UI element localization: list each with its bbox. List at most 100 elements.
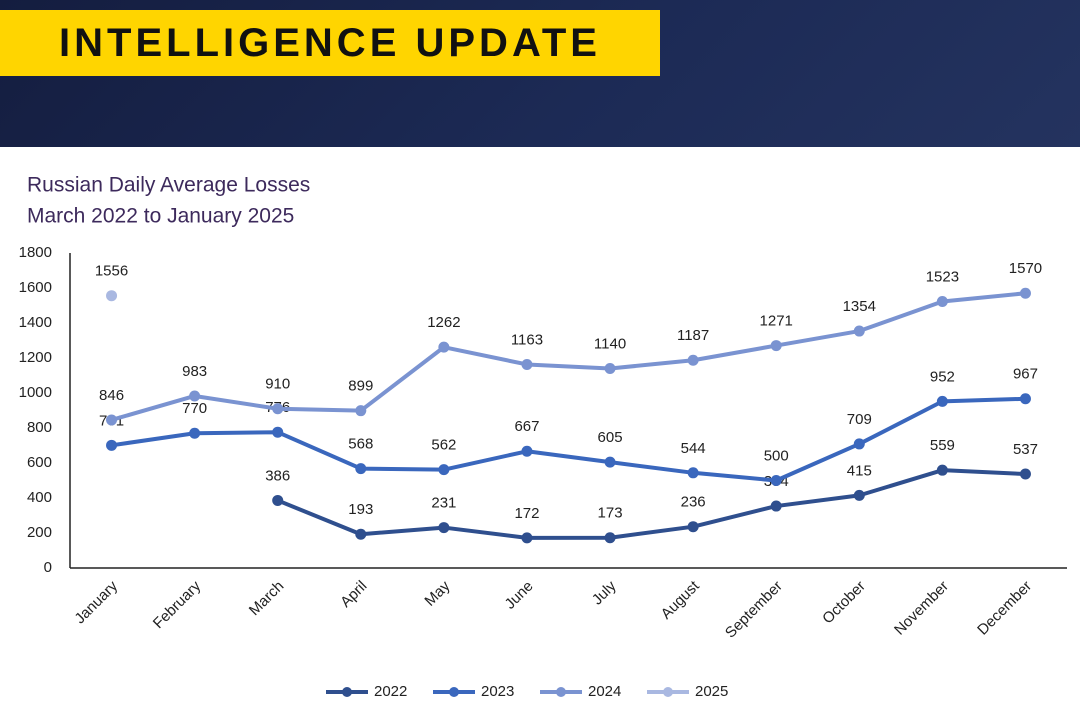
data-point <box>687 467 699 479</box>
data-point <box>1019 393 1031 405</box>
data-label: 846 <box>99 387 124 404</box>
header-title: INTELLIGENCE UPDATE <box>59 20 601 65</box>
x-tick-label: February <box>150 577 205 632</box>
banner: INTELLIGENCE UPDATE <box>0 10 660 76</box>
data-point <box>521 358 533 370</box>
data-label: 568 <box>348 436 373 453</box>
x-tick-label: January <box>71 577 121 627</box>
data-label: 1556 <box>95 263 128 280</box>
x-tick-label: September <box>722 578 786 642</box>
legend-marker <box>449 687 459 697</box>
y-tick-label: 200 <box>27 524 52 541</box>
data-label: 1271 <box>760 313 793 330</box>
y-tick-label: 1000 <box>19 384 52 401</box>
data-label: 709 <box>847 411 872 428</box>
data-label: 559 <box>930 437 955 454</box>
data-label: 899 <box>348 378 373 395</box>
data-point <box>853 438 865 450</box>
data-label: 1354 <box>843 298 876 315</box>
data-point <box>438 522 450 534</box>
data-point <box>355 463 367 475</box>
data-label: 952 <box>930 368 955 385</box>
x-tick-label: November <box>891 578 952 639</box>
y-tick-label: 0 <box>44 559 52 576</box>
data-point <box>770 475 782 486</box>
chart-subtitle: March 2022 to January 2025 <box>27 205 294 228</box>
series-line <box>276 468 1026 540</box>
x-tick-label: December <box>974 578 1035 639</box>
data-point <box>687 354 699 366</box>
data-label: 983 <box>182 363 207 380</box>
data-point <box>272 494 284 506</box>
data-point <box>521 532 533 544</box>
data-label: 1570 <box>1009 260 1042 277</box>
data-point <box>438 464 450 476</box>
data-point <box>770 340 782 352</box>
header: INTELLIGENCE UPDATE <box>0 0 1080 147</box>
data-label: 386 <box>265 467 290 484</box>
data-label: 910 <box>265 376 290 393</box>
legend-label: 2023 <box>481 683 514 700</box>
data-point <box>106 290 118 302</box>
data-point <box>770 500 782 512</box>
data-point <box>853 325 865 337</box>
legend-marker <box>663 687 673 697</box>
data-label: 667 <box>514 418 539 435</box>
data-point <box>438 341 450 353</box>
legend-label: 2022 <box>374 683 407 700</box>
data-point <box>272 426 284 438</box>
data-label: 172 <box>514 505 539 522</box>
data-point <box>604 456 616 468</box>
data-point <box>106 439 118 451</box>
data-point <box>936 464 948 476</box>
data-label: 605 <box>598 429 623 446</box>
legend-marker <box>342 687 352 697</box>
data-point <box>853 489 865 501</box>
y-tick-label: 400 <box>27 489 52 506</box>
data-label: 500 <box>764 447 789 464</box>
legend-marker <box>556 687 566 697</box>
data-label: 967 <box>1013 366 1038 383</box>
chart: Russian Daily Average Losses March 2022 … <box>19 174 1067 700</box>
data-point <box>604 532 616 544</box>
data-label: 770 <box>182 400 207 417</box>
data-label: 1262 <box>427 314 460 331</box>
data-point <box>272 403 284 415</box>
x-tick-label: October <box>819 578 869 628</box>
data-label: 236 <box>681 494 706 511</box>
data-label: 231 <box>431 495 456 512</box>
data-point <box>1019 287 1031 299</box>
chart-title: Russian Daily Average Losses <box>27 174 310 197</box>
y-tick-label: 1200 <box>19 349 52 366</box>
data-label: 415 <box>847 462 872 479</box>
x-tick-label: March <box>246 578 287 619</box>
data-point <box>687 521 699 533</box>
data-point <box>189 390 201 402</box>
y-tick-label: 1600 <box>19 279 52 296</box>
data-point <box>936 295 948 307</box>
data-label: 562 <box>431 437 456 454</box>
data-label: 1140 <box>594 335 626 352</box>
x-tick-label: June <box>502 578 537 613</box>
data-label: 544 <box>681 440 706 457</box>
data-point <box>106 414 118 426</box>
series-line <box>111 396 1026 483</box>
data-label: 1163 <box>511 331 543 348</box>
y-tick-label: 600 <box>27 454 52 471</box>
y-tick-label: 800 <box>27 419 52 436</box>
data-point <box>521 445 533 457</box>
data-point <box>604 363 616 374</box>
data-point <box>1019 468 1031 480</box>
x-tick-label: May <box>421 577 453 609</box>
data-label: 537 <box>1013 441 1038 458</box>
y-tick-label: 1800 <box>19 244 52 261</box>
data-point <box>189 427 201 439</box>
x-tick-label: August <box>658 577 704 623</box>
legend-label: 2025 <box>695 683 728 700</box>
data-label: 193 <box>348 501 373 518</box>
data-label: 173 <box>598 505 623 522</box>
series-line <box>110 291 1026 422</box>
data-label: 1523 <box>926 268 959 285</box>
legend-label: 2024 <box>588 683 621 700</box>
